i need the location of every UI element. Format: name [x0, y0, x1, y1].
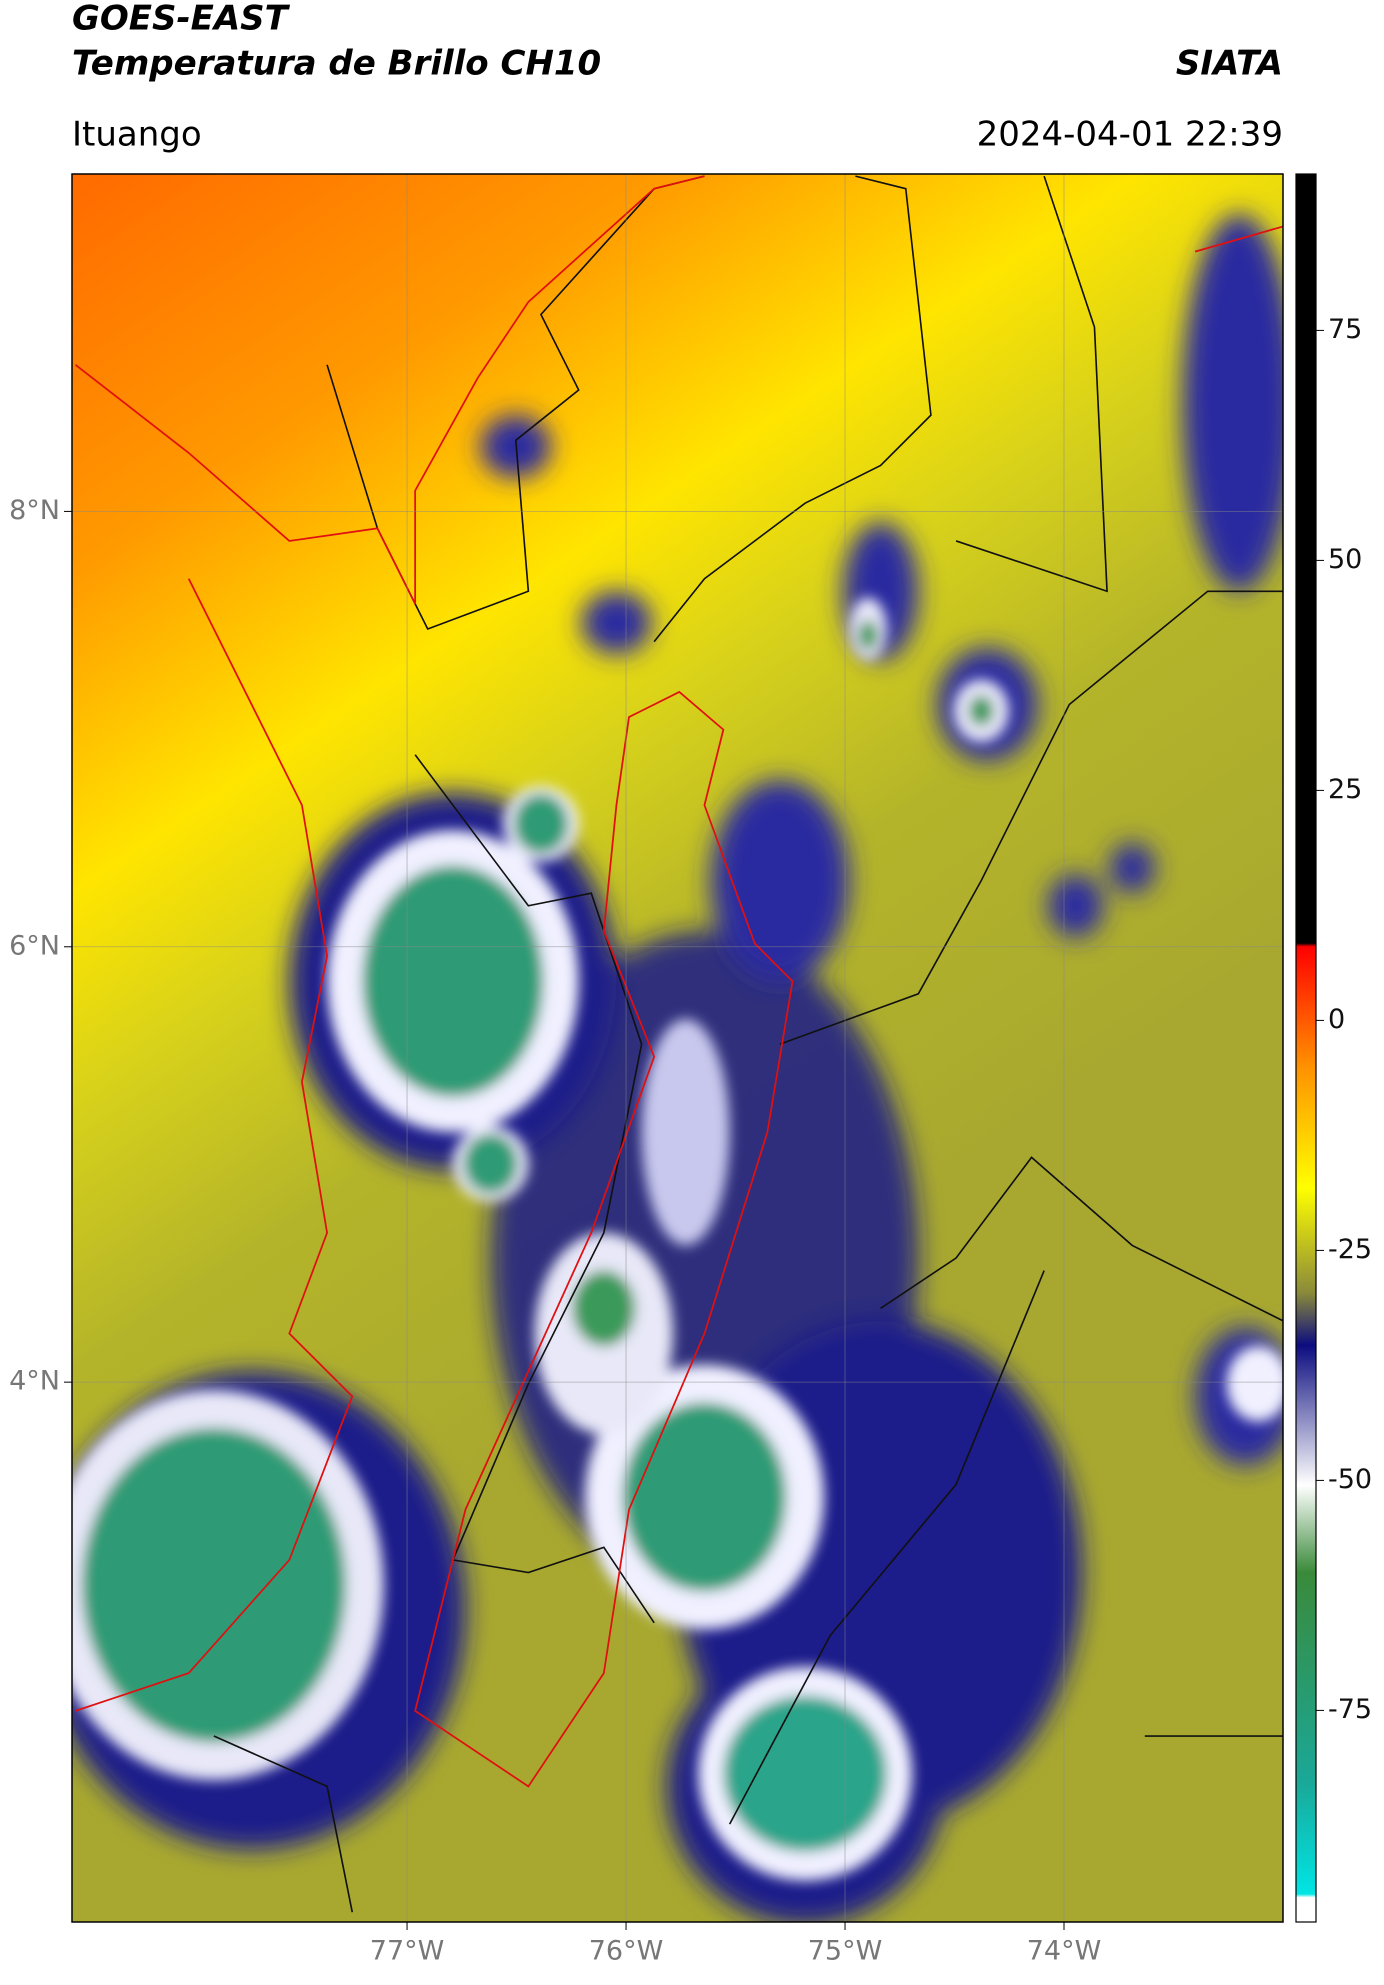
x-tick-label: 76°W [589, 1936, 664, 1967]
colorbar-tick-label: 25 [1328, 774, 1362, 805]
colorbar-tick-label: 0 [1328, 1004, 1345, 1035]
x-tick-label: 77°W [370, 1936, 445, 1967]
y-tick-label: 6°N [9, 930, 60, 961]
subtitle: Temperatura de Brillo CH10 [72, 44, 601, 84]
grid [72, 174, 1283, 1922]
y-tick-label: 8°N [9, 495, 60, 526]
location: Ituango [72, 115, 202, 155]
brand: SIATA [1176, 44, 1283, 84]
colorbar-tick-label: 75 [1328, 314, 1362, 345]
y-tick-label: 4°N [9, 1366, 60, 1397]
colorbar-tick-label: -50 [1328, 1464, 1372, 1495]
datetime: 2024-04-01 22:39 [977, 115, 1283, 155]
x-tick-label: 74°W [1027, 1936, 1102, 1967]
title: GOES-EAST [72, 0, 291, 39]
colorbar-tick-label: -25 [1328, 1234, 1372, 1265]
map-frame [71, 173, 1284, 1923]
colorbar-tick-label: -75 [1328, 1694, 1372, 1725]
x-tick-label: 75°W [808, 1936, 883, 1967]
map-image [72, 174, 1283, 1922]
colorbar-tick-label: 50 [1328, 544, 1362, 575]
colorbar [1295, 173, 1317, 1923]
